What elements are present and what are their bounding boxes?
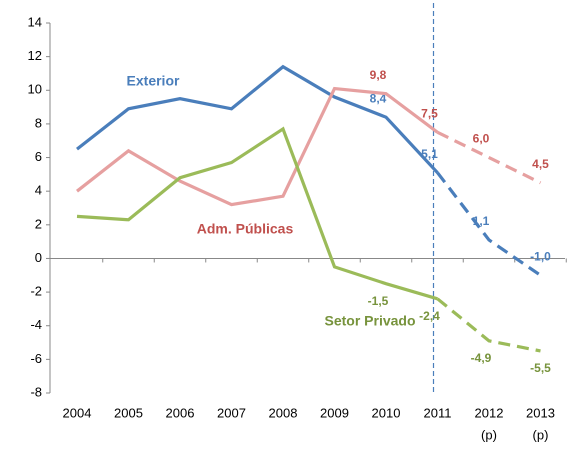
y-tick-label: 12 bbox=[28, 48, 42, 63]
y-tick-label: 8 bbox=[35, 115, 42, 130]
y-tick-label: 6 bbox=[35, 149, 42, 164]
line-actual bbox=[76, 126, 438, 301]
y-tick-label: 14 bbox=[28, 14, 42, 29]
x-tick-label: 2007 bbox=[217, 405, 246, 420]
value-label: -1,0 bbox=[530, 249, 551, 263]
x-tick-sublabel: (p) bbox=[533, 427, 549, 442]
x-tick-label: 2011 bbox=[424, 405, 452, 420]
value-label: 1,1 bbox=[473, 214, 490, 228]
line-projection bbox=[436, 171, 542, 277]
x-tick-label: 2005 bbox=[114, 405, 143, 420]
value-label: 6,0 bbox=[473, 132, 490, 146]
value-label: -2,4 bbox=[419, 309, 440, 323]
value-label: 4,5 bbox=[532, 157, 549, 171]
y-tick-label: -2 bbox=[30, 284, 42, 299]
line-projection bbox=[436, 130, 542, 185]
x-tick-label: 2012 bbox=[475, 405, 504, 420]
line-actual bbox=[76, 86, 439, 207]
series-label: Adm. Públicas bbox=[197, 221, 294, 237]
line-projection bbox=[436, 297, 541, 353]
y-tick-label: 0 bbox=[35, 250, 42, 265]
series-label: Exterior bbox=[127, 73, 180, 89]
x-tick-label: 2010 bbox=[372, 405, 401, 420]
value-label: 9,8 bbox=[370, 68, 387, 82]
x-tick-label: 2008 bbox=[269, 405, 298, 420]
x-tick-label: 2006 bbox=[166, 405, 195, 420]
value-label: 5,1 bbox=[421, 147, 438, 161]
line-actual bbox=[76, 64, 439, 174]
y-tick-label: -6 bbox=[30, 351, 42, 366]
x-tick-sublabel: (p) bbox=[481, 427, 497, 442]
value-label: -1,5 bbox=[368, 294, 389, 308]
value-label: -5,5 bbox=[530, 361, 551, 375]
value-label: 7,5 bbox=[421, 106, 438, 120]
y-tick-label: -4 bbox=[30, 317, 42, 332]
y-tick-label: 4 bbox=[35, 183, 42, 198]
x-tick-label: 2004 bbox=[63, 405, 92, 420]
x-tick-label: 2013 bbox=[526, 405, 555, 420]
x-tick-label: 2009 bbox=[320, 405, 349, 420]
value-label: -4,9 bbox=[471, 351, 492, 365]
series-label: Setor Privado bbox=[324, 313, 415, 329]
y-tick-label: 2 bbox=[35, 216, 42, 231]
y-tick-label: -8 bbox=[30, 384, 42, 399]
y-tick-label: 10 bbox=[28, 82, 42, 97]
